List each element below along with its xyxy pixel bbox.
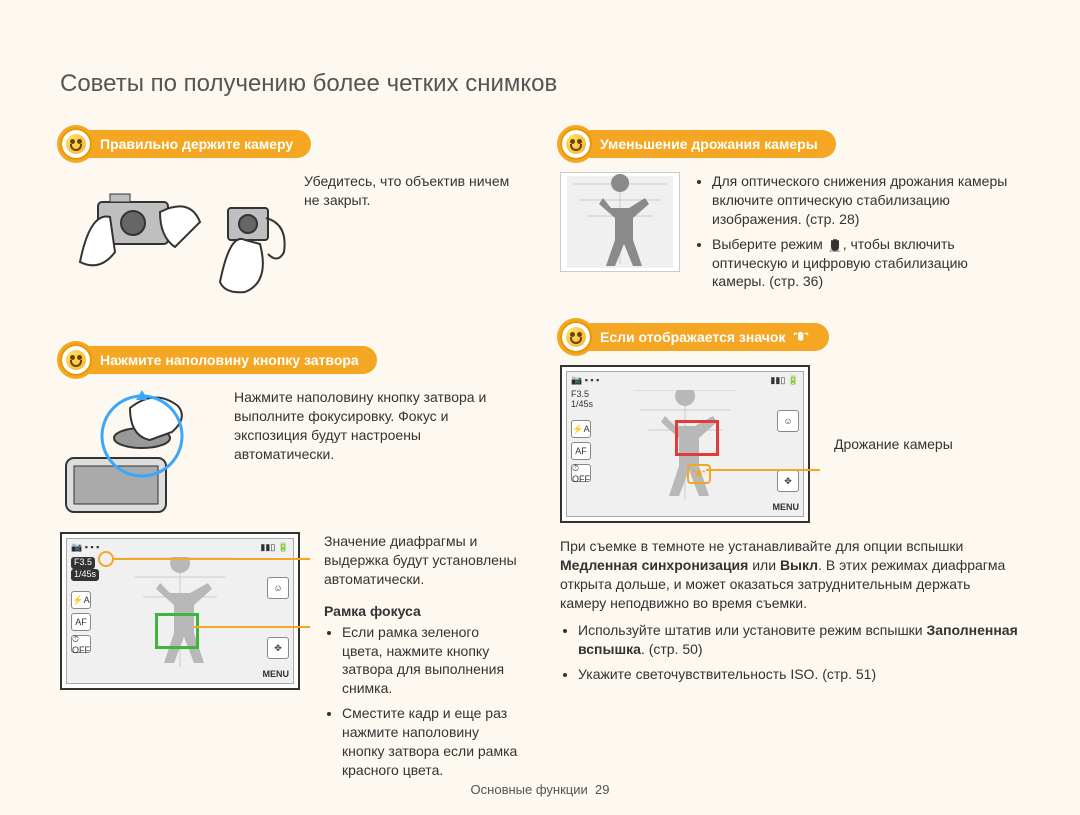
focus-frame <box>155 613 199 649</box>
half-press-text: Нажмите наполовину кнопку затвора и выпо… <box>234 388 520 518</box>
left-column: Правильно держите камеру Убедит <box>60 128 520 800</box>
shake-callout: Дрожание камеры <box>834 435 1020 454</box>
shake-bullet-ois: Для оптического снижения дрожания камеры… <box>712 172 1020 229</box>
illustration-holding-camera <box>60 172 290 312</box>
camera-screen-focus: 📷 ▪ ▪ ▪ ▮▮▯ 🔋 F3.5 1/45s ⚡A AF ⏱OFF ☺ <box>60 532 300 690</box>
hands-camera-icon <box>60 172 290 312</box>
af-mode-icon: AF <box>571 442 591 460</box>
timer-icon: ⏱OFF <box>71 635 91 653</box>
heading-reduce-shake: Уменьшение дрожания камеры <box>586 130 836 158</box>
shake-bullet-dual: Выберите режим DUAL, чтобы включить опти… <box>712 235 1020 292</box>
face-detect-icon: ☺ <box>267 577 289 599</box>
move-icon: ✥ <box>267 637 289 659</box>
flash-mode-icon: ⚡A <box>71 591 91 609</box>
heading-shake-icon: Если отображается значок <box>586 323 829 351</box>
right-column: Уменьшение дрожания камеры Для оптическо… <box>560 128 1020 800</box>
shutter-value: 1/45s <box>571 400 593 410</box>
af-mode-icon: AF <box>71 613 91 631</box>
menu-button[interactable]: MENU <box>773 502 800 512</box>
flash-mode-icon: ⚡A <box>571 420 591 438</box>
battery-icon: ▮▮▯ 🔋 <box>260 542 289 556</box>
focus-bullet-green: Если рамка зеленого цвета, нажмите кнопк… <box>342 623 520 699</box>
section-reduce-shake: Уменьшение дрожания камеры <box>560 128 1020 160</box>
page-footer: Основные функции 29 <box>0 782 1080 797</box>
focus-frame-title: Рамка фокуса <box>324 603 520 619</box>
heading-half-press: Нажмите наполовину кнопку затвора <box>86 346 377 374</box>
illustration-shake <box>560 172 680 272</box>
shake-warn-icon <box>687 464 711 484</box>
illustration-half-press <box>60 388 220 518</box>
smiley-icon <box>60 344 92 376</box>
smiley-icon <box>560 128 592 160</box>
mode-icon: 📷 ▪ ▪ ▪ <box>571 375 599 389</box>
focus-frame-red <box>675 420 719 456</box>
focus-bullet-red: Сместите кадр и еще раз нажмите наполови… <box>342 704 520 780</box>
battery-icon: ▮▮▯ 🔋 <box>770 375 799 389</box>
hold-camera-text: Убедитесь, что объектив ничем не закрыт. <box>304 172 520 312</box>
page-title: Советы по получению более четких снимков <box>60 70 1020 98</box>
aperture-callout: Значение диафрагмы и выдержка будут уста… <box>324 532 520 589</box>
tripod-bullet: Используйте штатив или установите режим … <box>578 621 1020 659</box>
camera-screen-shake: 📷 ▪ ▪ ▪▮▮▯ 🔋 F3.5 1/45s ⚡A AF ⏱OFF ☺ <box>560 365 810 523</box>
shutter-value: 1/45s <box>74 569 96 579</box>
svg-text:DUAL: DUAL <box>829 248 840 253</box>
menu-button[interactable]: MENU <box>263 669 290 679</box>
heading-hold-camera: Правильно держите камеру <box>86 130 311 158</box>
smiley-icon <box>60 128 92 160</box>
iso-bullet: Укажите светочувствительность ISO. (стр.… <box>578 665 1020 684</box>
section-hold-camera: Правильно держите камеру <box>60 128 520 160</box>
timer-icon: ⏱OFF <box>571 464 591 482</box>
aperture-value: F3.5 <box>74 557 92 567</box>
face-detect-icon: ☺ <box>777 410 799 432</box>
section-half-press: Нажмите наполовину кнопку затвора <box>60 344 520 376</box>
shake-hand-icon <box>791 329 811 345</box>
move-icon: ✥ <box>777 470 799 492</box>
dark-shooting-note: При съемке в темноте не устанавливайте д… <box>560 537 1020 613</box>
hand-icon: DUAL <box>827 237 843 253</box>
section-shake-icon: Если отображается значок <box>560 321 1020 353</box>
columns: Правильно держите камеру Убедит <box>60 128 1020 800</box>
mode-icon: 📷 ▪ ▪ ▪ <box>71 542 99 556</box>
subject-silhouette-icon <box>565 174 675 270</box>
